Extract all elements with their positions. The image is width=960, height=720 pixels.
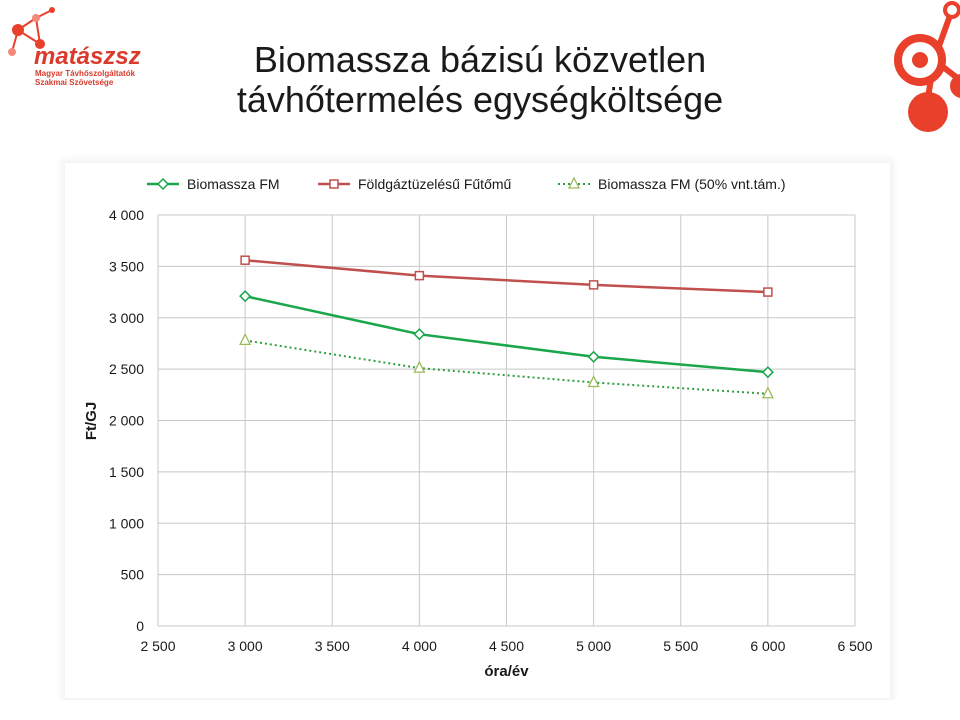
logo-subtitle-2: Szakmai Szövetsége — [35, 78, 114, 87]
legend-label-3: Biomassza FM (50% vnt.tám.) — [598, 176, 786, 192]
data-point-series-3 — [761, 386, 774, 399]
logo-brand-text: matászsz — [34, 43, 141, 70]
legend-marker-1 — [156, 177, 170, 191]
network-decoration — [890, 0, 960, 140]
legend-marker-3 — [567, 176, 581, 189]
data-point-series-3 — [413, 360, 426, 373]
series-line-1 — [244, 294, 768, 374]
logo-subtitle-1: Magyar Távhőszolgáltatók — [35, 69, 136, 78]
data-point-series-1 — [239, 290, 252, 303]
series-line-2 — [245, 258, 768, 294]
x-axis-title: óra/év — [484, 663, 529, 680]
data-point-series-1 — [413, 328, 426, 341]
footer-band — [0, 700, 960, 720]
y-tick-label: 500 — [121, 567, 145, 583]
slide-title-line-2: távhőtermelés egységköltsége — [236, 79, 724, 120]
data-point-series-2 — [240, 255, 250, 265]
x-tick-label: 5 000 — [576, 638, 611, 654]
y-tick-label: 2 500 — [109, 361, 144, 377]
chart-area: 0 500 1 000 1 500 2 000 2 500 3 000 3 500 4 000 2… — [65, 163, 890, 698]
x-tick-label: 5 500 — [663, 638, 698, 654]
data-point-series-2 — [763, 287, 773, 297]
x-tick-label: 6 500 — [837, 638, 872, 654]
data-point-series-2 — [414, 270, 425, 281]
x-tick-label: 3 000 — [228, 638, 263, 654]
y-tick-label: 3 500 — [109, 258, 144, 274]
y-tick-label: 1 500 — [109, 464, 144, 480]
y-tick-label: 0 — [136, 618, 144, 634]
x-tick-label: 4 500 — [489, 638, 524, 654]
x-tick-label: 4 000 — [402, 638, 437, 654]
y-tick-label: 3 000 — [109, 310, 144, 326]
x-tick-label: 2 500 — [140, 638, 175, 654]
data-point-series-2 — [588, 280, 599, 290]
data-point-series-3 — [587, 375, 600, 388]
data-point-series-1 — [587, 350, 600, 363]
network-logo-icon: matászsz Magyar Távhőszolgáltatók Szakma… — [8, 7, 141, 87]
y-tick-label: 2 000 — [109, 413, 144, 429]
legend-marker-2 — [329, 179, 339, 189]
network-molecule-icon — [894, 1, 960, 132]
y-axis-title: Ft/GJ — [83, 402, 100, 440]
slide-title-line-1: Biomassza bázisú közvetlen — [253, 39, 707, 80]
x-tick-label: 6 000 — [750, 638, 785, 654]
legend-label-2: Földgáztüzelésű Fűtőmű — [358, 176, 512, 192]
y-tick-label: 4 000 — [109, 207, 144, 223]
data-point-series-3 — [239, 332, 252, 346]
y-tick-label: 1 000 — [109, 515, 144, 531]
line-chart: 0 500 1 000 1 500 2 000 2 500 3 000 3 500 4 000 2… — [83, 176, 873, 680]
data-point-series-1 — [761, 366, 774, 379]
x-tick-label: 3 500 — [315, 638, 350, 654]
matasz-logo: matászsz Magyar Távhőszolgáltatók Szakma… — [0, 0, 160, 100]
slide-title: Biomassza bázisú közvetlen távhőtermelés… — [150, 40, 810, 120]
legend-label-1: Biomassza FM — [187, 176, 280, 192]
